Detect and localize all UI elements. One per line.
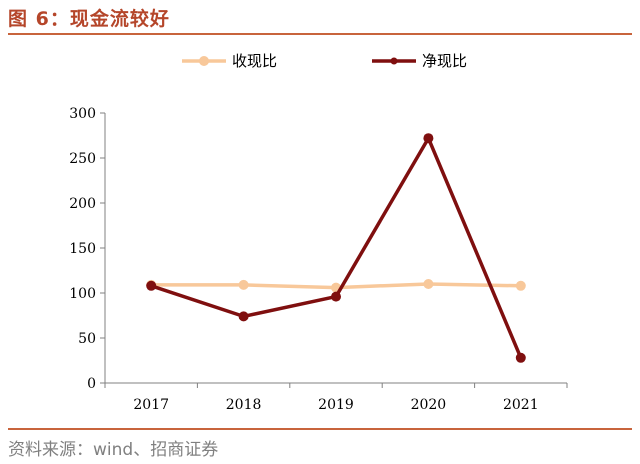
legend-swatch-marker-1	[199, 56, 209, 66]
data-point-2	[423, 133, 434, 144]
x-tick-label: 2017	[133, 397, 169, 413]
data-point-2	[515, 352, 526, 363]
legend-label-2: 净现比	[422, 52, 467, 70]
x-tick-label: 2021	[503, 397, 539, 413]
y-tick-label: 300	[69, 106, 96, 122]
top-rule	[8, 33, 632, 35]
y-tick-label: 100	[69, 286, 96, 302]
figure-title: 图 6：现金流较好	[8, 8, 170, 30]
y-tick-label: 150	[69, 241, 96, 257]
y-tick-label: 200	[69, 196, 96, 212]
data-point-2	[238, 311, 249, 322]
data-point-2	[146, 280, 157, 291]
data-point-1	[515, 280, 526, 291]
series-line-2	[150, 136, 523, 359]
x-tick-label: 2019	[318, 397, 354, 413]
x-tick-label: 2018	[226, 397, 262, 413]
data-point-1	[423, 279, 434, 289]
y-tick-label: 50	[78, 331, 96, 347]
legend-swatch-marker-2	[390, 57, 398, 65]
data-point-1	[238, 279, 249, 290]
x-tick-label: 2020	[411, 397, 447, 413]
data-point-2	[331, 291, 341, 302]
bottom-rule	[8, 428, 632, 430]
y-tick-label: 250	[69, 151, 96, 167]
source-note: 资料来源：wind、招商证券	[8, 440, 219, 460]
legend-label-1: 收现比	[232, 52, 277, 70]
y-tick-label: 0	[87, 376, 96, 392]
